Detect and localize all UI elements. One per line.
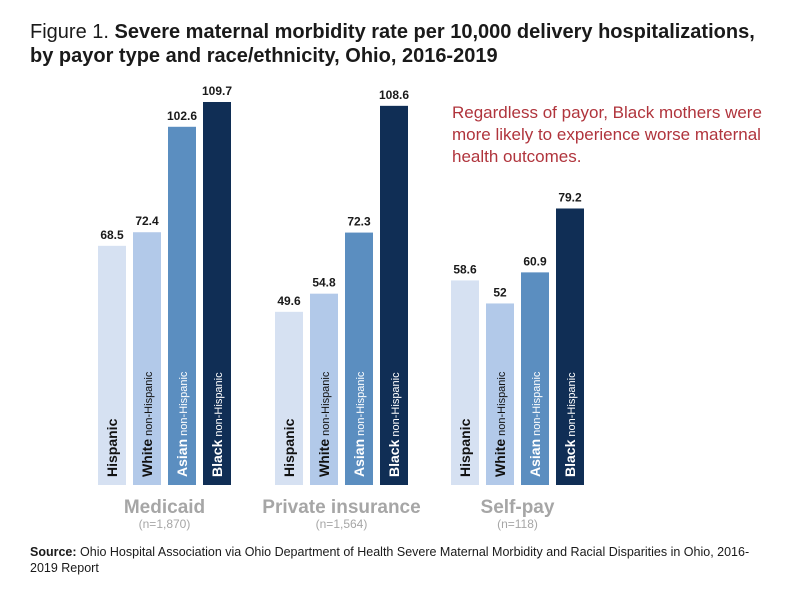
bar-medicaid-asian: [168, 126, 196, 485]
value-label-private-insurance-white: 54.8: [312, 276, 336, 290]
value-label-self-pay-hispanic: 58.6: [453, 262, 477, 276]
value-label-self-pay-asian: 60.9: [523, 254, 547, 268]
group-label-private-insurance: Private insurance: [262, 497, 420, 518]
bar-label-private-insurance-hispanic: Hispanic: [281, 418, 297, 477]
value-label-medicaid-white: 72.4: [135, 214, 159, 228]
bar-medicaid-black: [203, 102, 231, 485]
group-n-private-insurance: (n=1,564): [316, 517, 368, 531]
bar-label-medicaid-black: Black non-Hispanic: [209, 372, 225, 477]
source-label: Source:: [30, 545, 77, 559]
bar-label-self-pay-black: Black non-Hispanic: [562, 372, 578, 477]
bar-self-pay-hispanic: [451, 280, 479, 485]
bar-self-pay-black: [556, 208, 584, 485]
group-label-medicaid: Medicaid: [124, 497, 205, 518]
bar-label-self-pay-hispanic: Hispanic: [457, 418, 473, 477]
value-label-private-insurance-asian: 72.3: [347, 215, 371, 229]
bar-label-private-insurance-black: Black non-Hispanic: [386, 372, 402, 477]
bar-private-insurance-black: [380, 105, 408, 485]
value-label-self-pay-white: 52: [493, 285, 507, 299]
bar-private-insurance-hispanic: [275, 311, 303, 485]
group-n-self-pay: (n=118): [497, 517, 538, 531]
bar-label-self-pay-asian: Asian non-Hispanic: [527, 371, 543, 477]
group-label-self-pay: Self-pay: [481, 497, 555, 518]
value-label-private-insurance-black: 108.6: [379, 88, 409, 102]
bar-private-insurance-asian: [345, 232, 373, 485]
value-label-medicaid-black: 109.7: [202, 84, 232, 98]
source-note: Source: Ohio Hospital Association via Oh…: [30, 544, 770, 576]
bar-label-private-insurance-white: White non-Hispanic: [316, 371, 332, 477]
value-label-medicaid-hispanic: 68.5: [100, 228, 124, 242]
bar-label-self-pay-white: White non-Hispanic: [492, 371, 508, 477]
bar-label-medicaid-asian: Asian non-Hispanic: [174, 371, 190, 477]
callout-annotation: Regardless of payor, Black mothers were …: [452, 103, 762, 166]
bar-self-pay-asian: [521, 272, 549, 485]
bar-label-medicaid-white: White non-Hispanic: [139, 371, 155, 477]
group-n-medicaid: (n=1,870): [139, 517, 191, 531]
chart-title: Figure 1. Severe maternal morbidity rate…: [30, 20, 775, 68]
bar-medicaid-white: [133, 232, 161, 485]
bar-medicaid-hispanic: [98, 245, 126, 485]
value-label-medicaid-asian: 102.6: [167, 109, 197, 123]
title-text: Severe maternal morbidity rate per 10,00…: [30, 21, 755, 67]
figure-number: Figure 1.: [30, 21, 109, 43]
value-label-private-insurance-hispanic: 49.6: [277, 294, 301, 308]
bar-label-private-insurance-asian: Asian non-Hispanic: [351, 371, 367, 477]
bar-self-pay-white: [486, 303, 514, 485]
bar-label-medicaid-hispanic: Hispanic: [104, 418, 120, 477]
source-text: Ohio Hospital Association via Ohio Depar…: [30, 545, 750, 575]
value-label-self-pay-black: 79.2: [558, 190, 582, 204]
bar-private-insurance-white: [310, 293, 338, 485]
